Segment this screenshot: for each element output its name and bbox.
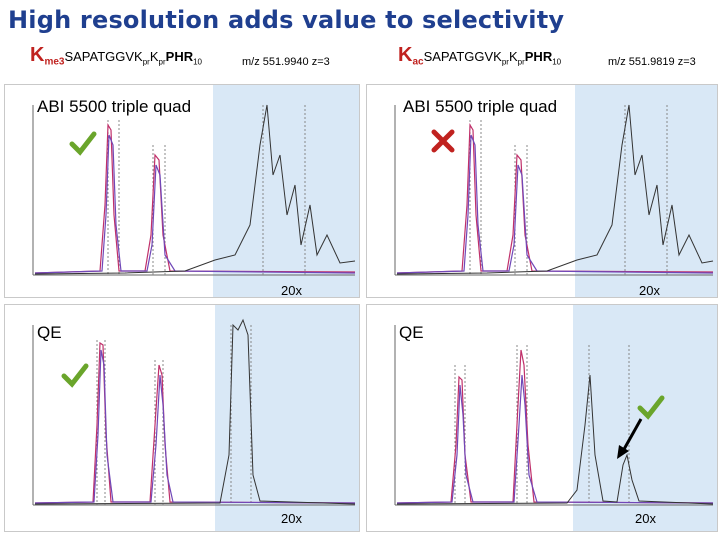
right-peptide-label: KacSAPATGGVKprKprPHR10	[398, 44, 562, 68]
left-mz-label: m/z 551.9940 z=3	[242, 56, 330, 68]
arrow-icon	[617, 418, 643, 459]
panel-top-left: ABI 5500 triple quad 20x	[4, 84, 360, 298]
chromatogram-bottom-right	[394, 305, 717, 531]
instrument-label: ABI 5500 triple quad	[403, 97, 558, 116]
zoom-label: 20x	[639, 283, 660, 298]
zoom-label: 20x	[281, 283, 302, 298]
panel-top-right: ABI 5500 triple quad 20x	[366, 84, 718, 298]
right-mz-label: m/z 551.9819 z=3	[608, 56, 696, 68]
check-icon	[69, 131, 97, 156]
zoom-label: 20x	[635, 511, 656, 526]
instrument-label: ABI 5500 triple quad	[37, 97, 192, 116]
instrument-label: QE	[37, 323, 62, 342]
check-icon	[61, 363, 89, 388]
cross-icon	[431, 129, 455, 153]
chromatogram-bottom-left	[32, 305, 359, 531]
panel-bottom-right: QE 20x	[366, 304, 718, 532]
check-icon	[637, 395, 665, 420]
slide-title: High resolution adds value to selectivit…	[8, 6, 565, 34]
left-peptide-label: Kme3SAPATGGVKprKprPHR10	[30, 44, 203, 68]
chromatogram-top-right	[394, 85, 717, 297]
panel-bottom-left: QE 20x	[4, 304, 360, 532]
zoom-label: 20x	[281, 511, 302, 526]
chromatogram-top-left	[32, 85, 359, 297]
instrument-label: QE	[399, 323, 424, 342]
